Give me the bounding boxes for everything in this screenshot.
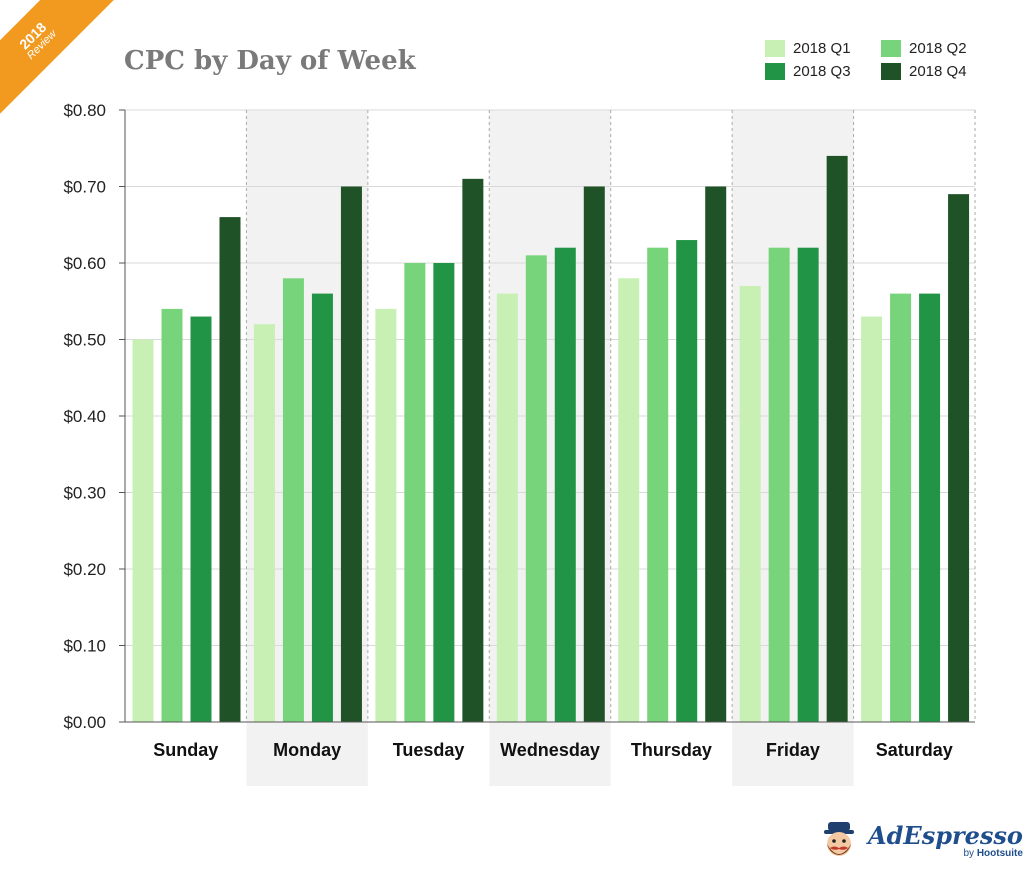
y-tick-label: $0.80	[63, 101, 106, 120]
bar-wednesday-q2	[525, 255, 547, 722]
bar-thursday-q4	[705, 186, 727, 722]
x-tick-label: Wednesday	[500, 740, 600, 760]
legend-item-q1: 2018 Q1	[765, 40, 881, 57]
legend-label-q2: 2018 Q2	[909, 40, 967, 57]
legend-item-q2: 2018 Q2	[881, 40, 997, 57]
legend-label-q1: 2018 Q1	[793, 40, 851, 57]
bar-sunday-q3	[190, 316, 212, 722]
brand-byline: by Hootsuite	[868, 847, 1023, 859]
bar-tuesday-q4	[462, 178, 484, 723]
bar-tuesday-q1	[375, 308, 397, 722]
chart-legend: 2018 Q1 2018 Q2 2018 Q3 2018 Q4	[765, 40, 997, 80]
mascot-icon	[824, 822, 854, 856]
legend-label-q3: 2018 Q3	[793, 63, 851, 80]
y-tick-label: $0.50	[63, 331, 106, 350]
bar-monday-q3	[311, 293, 333, 722]
bar-monday-q4	[340, 186, 362, 722]
bar-thursday-q2	[647, 247, 669, 722]
y-tick-label: $0.70	[63, 178, 106, 197]
brand-parent: Hootsuite	[976, 847, 1023, 859]
brand-logo[interactable]: AdEspresso by Hootsuite	[818, 820, 1023, 862]
x-tick-label: Sunday	[153, 740, 218, 760]
bar-tuesday-q2	[404, 263, 426, 722]
y-tick-label: $0.00	[63, 713, 106, 732]
y-tick-label: $0.20	[63, 560, 106, 579]
bar-wednesday-q3	[554, 247, 576, 722]
legend-item-q4: 2018 Q4	[881, 63, 997, 80]
bar-sunday-q1	[132, 339, 154, 722]
bar-tuesday-q3	[433, 263, 455, 722]
bar-thursday-q3	[676, 240, 698, 723]
legend-swatch-q3	[765, 63, 785, 80]
bar-wednesday-q4	[583, 186, 605, 722]
brand-by: by	[963, 847, 975, 859]
legend-item-q3: 2018 Q3	[765, 63, 881, 80]
y-tick-label: $0.30	[63, 484, 106, 503]
chart-title: CPC by Day of Week	[124, 46, 416, 76]
x-tick-label: Monday	[273, 740, 341, 760]
bar-sunday-q2	[161, 308, 183, 722]
bar-monday-q2	[282, 278, 304, 722]
bar-saturday-q1	[861, 316, 883, 722]
legend-swatch-q2	[881, 40, 901, 57]
bar-friday-q2	[768, 247, 790, 722]
legend-label-q4: 2018 Q4	[909, 63, 967, 80]
bar-saturday-q3	[919, 293, 941, 722]
x-tick-label: Tuesday	[393, 740, 465, 760]
bar-saturday-q2	[890, 293, 912, 722]
legend-swatch-q4	[881, 63, 901, 80]
x-tick-label: Saturday	[876, 740, 953, 760]
y-tick-label: $0.10	[63, 637, 106, 656]
bar-saturday-q4	[948, 194, 970, 722]
brand-name: AdEspresso	[868, 820, 1023, 850]
x-tick-label: Friday	[766, 740, 820, 760]
y-tick-label: $0.60	[63, 254, 106, 273]
y-tick-label: $0.40	[63, 407, 106, 426]
bar-thursday-q1	[618, 278, 640, 722]
bar-friday-q1	[739, 285, 761, 722]
legend-swatch-q1	[765, 40, 785, 57]
bar-friday-q3	[797, 247, 819, 722]
bar-wednesday-q1	[496, 293, 518, 722]
bar-friday-q4	[826, 155, 848, 722]
bar-sunday-q4	[219, 217, 241, 722]
x-tick-label: Thursday	[631, 740, 712, 760]
bar-monday-q1	[253, 324, 275, 722]
